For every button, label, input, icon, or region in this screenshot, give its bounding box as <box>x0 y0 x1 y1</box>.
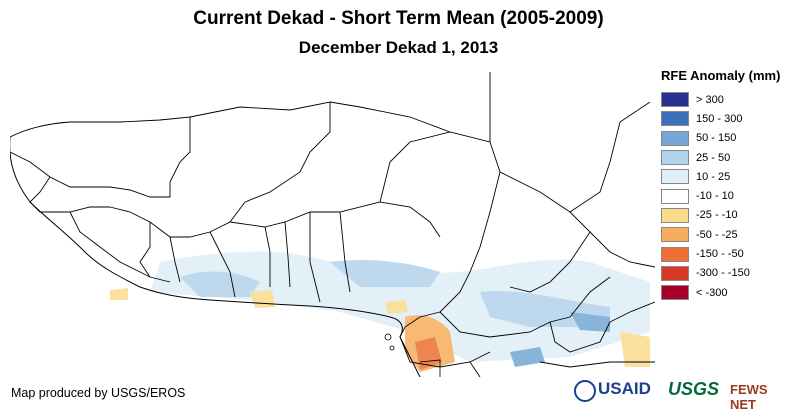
credit-text: Map produced by USGS/EROS <box>11 386 186 400</box>
legend-label: 150 - 300 <box>696 112 743 125</box>
logo-strip: USAID USGS FEWS NET <box>572 376 794 412</box>
anomaly-shading <box>110 251 650 372</box>
legend-item: -150 - -50 <box>661 244 797 263</box>
legend-label: -150 - -50 <box>696 248 744 261</box>
legend-item: 150 - 300 <box>661 109 797 128</box>
legend-label: > 300 <box>696 93 724 106</box>
legend-item: -10 - 10 <box>661 186 797 205</box>
legend-swatch <box>661 150 689 166</box>
legend-item: 50 - 150 <box>661 129 797 148</box>
legend-item: < -300 <box>661 283 797 302</box>
legend-rows: > 300 150 - 300 50 - 150 25 - 50 10 - 25 -10 … <box>661 90 797 302</box>
legend-label: < -300 <box>696 286 728 299</box>
legend-item: 25 - 50 <box>661 148 797 167</box>
legend-swatch <box>661 207 689 223</box>
coastline <box>10 137 421 377</box>
legend-title: RFE Anomaly (mm) <box>661 68 781 83</box>
usgs-logo: USGS <box>668 379 720 399</box>
legend-label: -10 - 10 <box>696 190 734 203</box>
map-subtitle: December Dekad 1, 2013 <box>298 38 499 57</box>
legend-swatch <box>661 169 689 185</box>
legend-swatch <box>661 227 689 243</box>
legend-item: -50 - -25 <box>661 225 797 244</box>
legend-label: -50 - -25 <box>696 228 738 241</box>
legend-item: 10 - 25 <box>661 167 797 186</box>
legend-item: -25 - -10 <box>661 206 797 225</box>
legend-label: 10 - 25 <box>696 170 731 183</box>
anomaly-map <box>10 72 655 377</box>
legend-item: -300 - -150 <box>661 264 797 283</box>
legend: RFE Anomaly (mm) > 300 150 - 300 50 - 150 2… <box>661 68 797 302</box>
legend-swatch <box>661 246 689 262</box>
legend-swatch <box>661 188 689 204</box>
legend-label: 50 - 150 <box>696 132 737 145</box>
legend-label: -25 - -10 <box>696 209 738 222</box>
legend-swatch <box>661 111 689 127</box>
islands <box>384 333 441 377</box>
legend-swatch <box>661 265 689 281</box>
legend-swatch <box>661 92 689 108</box>
legend-item: > 300 <box>661 90 797 109</box>
legend-label: -300 - -150 <box>696 267 750 280</box>
usaid-logo: USAID <box>598 379 651 398</box>
legend-label: 25 - 50 <box>696 151 731 164</box>
fewsnet-logo: FEWS NET <box>730 382 768 412</box>
usaid-seal-icon <box>574 380 596 402</box>
map-title: Current Dekad - Short Term Mean (2005-20… <box>193 8 604 29</box>
legend-swatch <box>661 130 689 146</box>
legend-swatch <box>661 285 689 301</box>
